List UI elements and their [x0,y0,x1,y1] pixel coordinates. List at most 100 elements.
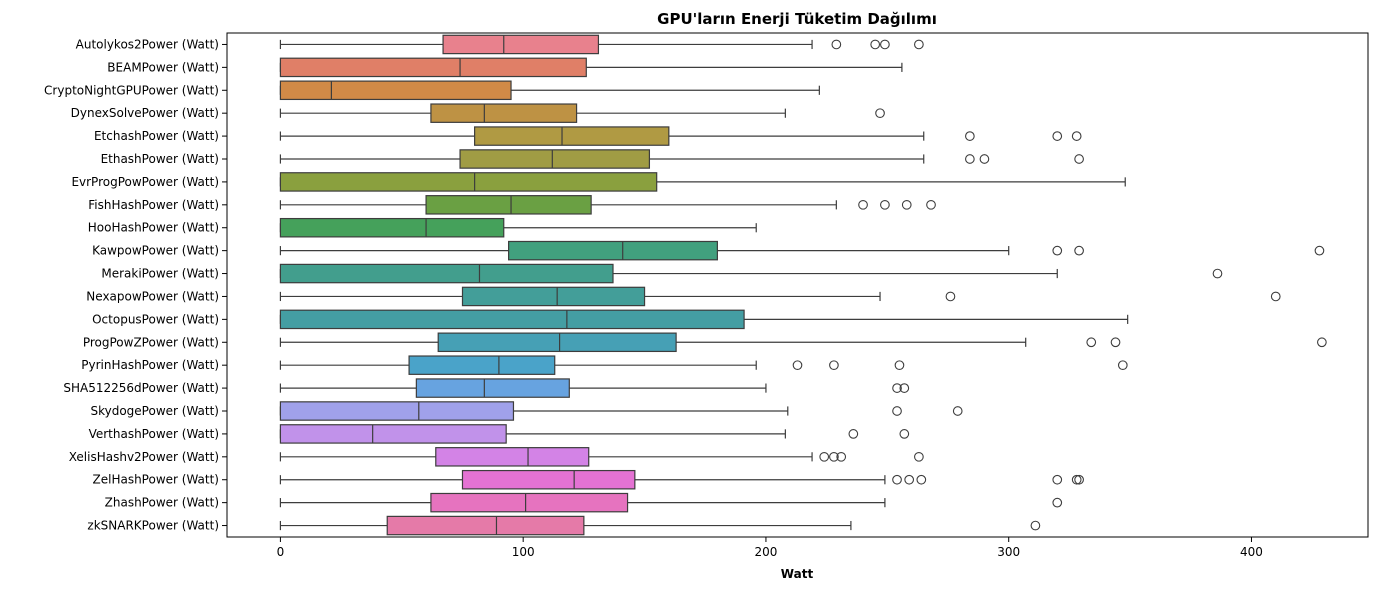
outlier-point [892,383,902,393]
box [279,80,512,101]
outlier-point [1030,520,1041,531]
box [435,447,590,467]
box [461,469,636,490]
outlier-point [829,360,839,371]
outlier-point [1052,131,1063,141]
y-tick-label: NexapowPower (Watt) [86,289,219,303]
outlier-point [829,451,839,462]
outlier-point [880,39,890,50]
outlier-point [899,429,910,439]
outlier-point [1052,474,1063,485]
outlier-point [899,383,910,393]
y-tick-label: EvrProgPowPower (Watt) [71,175,219,189]
outlier-point [1071,474,1082,485]
y-tick-label: zkSNARKPower (Watt) [87,519,219,533]
outlier-point [1052,497,1063,508]
x-tick-label: 200 [754,545,777,559]
box [408,355,556,375]
outlier-point [1270,291,1281,302]
outlier-point [1314,245,1325,256]
y-tick-label: ZelHashPower (Watt) [93,473,220,487]
y-tick-label: VerthashPower (Watt) [89,427,219,441]
outlier-point [914,451,924,462]
x-tick-label: 100 [512,545,535,559]
outlier-point [892,406,902,416]
outlier-point [926,199,936,210]
outlier-point [1110,337,1121,348]
y-tick-label: FishHashPower (Watt) [88,198,219,212]
box [430,492,629,513]
box [279,217,505,238]
box [415,378,570,398]
box [437,332,677,353]
outlier-point [952,406,963,416]
chart-title: GPU'ların Enerji Tüketim Dağılımı [657,10,937,28]
outlier-point [875,108,885,119]
outlier-point [945,291,956,302]
y-tick-label: ProgPowZPower (Watt) [83,335,219,349]
box [430,103,578,123]
box [508,240,718,261]
outlier-point [1086,337,1097,348]
box [425,195,592,215]
y-tick-label: CryptoNightGPUPower (Watt) [44,83,219,97]
y-tick-label: XelisHashv2Power (Watt) [69,450,219,464]
outlier-point [1074,474,1084,485]
outlier-point [848,429,859,439]
y-tick-label: EthashPower (Watt) [101,152,219,166]
y-tick-label: ZhashPower (Watt) [105,496,219,510]
y-tick-label: KawpowPower (Watt) [92,244,219,258]
box [279,401,515,421]
outlier-point [858,199,868,210]
box [279,309,745,330]
box [279,263,614,284]
y-tick-label: SkydogePower (Watt) [90,404,219,418]
plot-area: 0 100 200 300 400 Autolykos2Power (Watt) BEAMP… [44,34,1327,559]
outlier-point [914,39,924,50]
outlier-point [1212,268,1223,279]
y-tick-label: SHA512256dPower (Watt) [63,381,219,395]
outlier-point [880,199,890,210]
outlier-point [1117,360,1128,371]
y-tick-label: DynexSolvePower (Watt) [71,106,219,120]
outlier-point [836,451,847,462]
box [459,149,651,169]
box [279,424,507,444]
outlier-point [916,474,927,485]
outlier-point [1074,245,1084,256]
box [279,172,658,192]
box [442,34,600,55]
outlier-point [870,39,881,50]
box [279,57,587,78]
outlier-point [904,474,915,485]
outlier-point [1052,245,1063,256]
outlier-point [965,131,975,141]
y-tick-label: BEAMPower (Watt) [107,60,219,74]
y-tick-label: Autolykos2Power (Watt) [76,37,219,51]
outlier-point [792,360,803,371]
outlier-point [1317,337,1327,348]
x-tick-label: 400 [1240,545,1263,559]
outlier-point [1074,154,1084,164]
outlier-point [819,451,830,462]
outlier-point [831,39,842,50]
y-tick-label: HooHashPower (Watt) [88,221,219,235]
outlier-point [901,199,912,210]
outlier-point [892,474,902,485]
x-tick-label: 300 [997,545,1020,559]
box [386,515,585,536]
outlier-point [965,154,975,164]
y-tick-label: MerakiPower (Watt) [101,267,219,281]
x-axis-label: Watt [781,567,814,581]
y-tick-label: EtchashPower (Watt) [94,129,219,143]
plot-frame [226,32,1369,538]
outlier-point [979,154,990,164]
y-tick-label: OctopusPower (Watt) [92,312,219,326]
x-tick-label: 0 [277,545,285,559]
outlier-point [894,360,905,371]
outlier-point [1071,131,1082,141]
y-tick-label: PyrinHashPower (Watt) [81,358,219,372]
box [474,126,670,146]
box [461,286,646,307]
